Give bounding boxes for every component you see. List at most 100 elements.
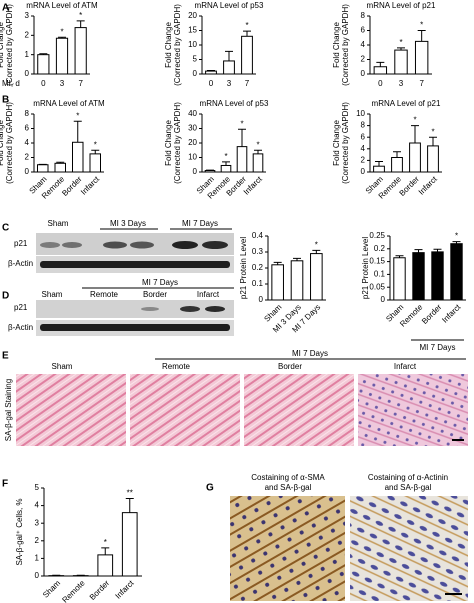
significance-label: * <box>413 116 416 125</box>
y-tick-label: 4 <box>361 144 366 153</box>
x-tick-label: 0 <box>209 79 214 88</box>
histology-image <box>244 374 354 446</box>
error-bar <box>433 248 442 252</box>
y-tick-label: 0 <box>259 295 264 304</box>
bar <box>223 60 235 75</box>
blot-row-label: p21 <box>14 239 28 248</box>
x-tick-label: Border <box>398 174 422 198</box>
y-tick-label: 8 <box>361 11 366 20</box>
caption: and SA-β-gal <box>265 483 312 492</box>
bar <box>241 35 253 75</box>
lane-label: Border <box>143 290 167 299</box>
y-tick-label: 2 <box>25 153 30 162</box>
bar <box>72 141 84 173</box>
significance-label: * <box>420 21 423 30</box>
bar <box>450 243 463 301</box>
caption: and SA-β-gal <box>385 483 432 492</box>
error-bar <box>417 30 426 42</box>
error-bar <box>393 151 401 158</box>
lane-label: Remote <box>90 290 119 299</box>
y-axis-label: SA-β-gal Staining <box>4 379 13 441</box>
y-tick-label: 0 <box>25 69 30 78</box>
y-axis-label: Fold Change <box>0 120 5 166</box>
significance-label: * <box>104 538 107 547</box>
y-axis-label: (Corrected by GAPDH) <box>5 102 14 184</box>
y-tick-label: 20 <box>188 11 197 20</box>
error-bar <box>243 30 251 37</box>
x-tick-label: Sham <box>41 578 62 599</box>
y-tick-label: 4 <box>35 501 40 510</box>
x-tick-label: 7 <box>419 79 424 88</box>
histology-image <box>16 374 126 446</box>
y-tick-label: 0.2 <box>374 244 386 253</box>
y-tick-label: 4 <box>361 40 366 49</box>
y-tick-label: 0 <box>193 167 198 176</box>
y-tick-label: 0 <box>381 295 386 304</box>
error-bar <box>397 47 405 51</box>
panel-label: E <box>2 351 9 362</box>
error-bar <box>225 50 233 61</box>
lane-label: Sham <box>42 290 63 299</box>
error-bar <box>414 249 423 253</box>
column-label: Sham <box>52 362 73 371</box>
group-label: MI 7 Days <box>142 278 178 287</box>
error-bar <box>101 547 110 555</box>
chart-title: mRNA Level of ATM <box>33 99 105 108</box>
y-tick-label: 3 <box>25 11 30 20</box>
panel-label: G <box>206 483 214 494</box>
bar <box>97 554 114 577</box>
column-label: Infarct <box>394 362 417 371</box>
y-tick-label: 5 <box>35 483 40 492</box>
y-tick-label: 0.15 <box>369 257 385 266</box>
x-tick-label: Border <box>420 302 444 326</box>
x-tick-label: 3 <box>60 79 65 88</box>
bar <box>252 153 264 173</box>
x-axis-label: MI, d <box>2 79 20 88</box>
y-tick-label: 40 <box>188 109 197 118</box>
error-bar <box>91 149 100 154</box>
y-tick-label: 0.3 <box>252 247 264 256</box>
bar <box>55 37 69 75</box>
y-tick-label: 6 <box>361 132 366 141</box>
significance-label: * <box>256 140 259 149</box>
y-tick-label: 0 <box>193 69 198 78</box>
bar <box>271 264 284 301</box>
bar <box>414 40 429 75</box>
costaining-image <box>350 496 468 601</box>
y-tick-label: 15 <box>188 26 197 35</box>
error-bar <box>429 136 437 146</box>
error-bar <box>254 149 262 154</box>
error-bar <box>293 257 301 261</box>
y-tick-label: 0.1 <box>252 279 264 288</box>
y-axis-label: p21 Protein Level <box>239 237 248 299</box>
panel-label: A <box>2 3 9 14</box>
bar <box>373 66 388 75</box>
bar <box>431 251 444 301</box>
error-bar <box>73 120 82 143</box>
y-tick-label: 0.1 <box>374 270 386 279</box>
column-label: Remote <box>162 362 191 371</box>
significance-label: * <box>431 127 434 136</box>
chart-title: mRNA Level of p53 <box>200 99 269 108</box>
y-axis-label: Fold Change <box>332 120 341 166</box>
x-tick-label: 3 <box>227 79 232 88</box>
bar <box>310 253 323 301</box>
chart-title: mRNA Level of p21 <box>372 99 441 108</box>
y-tick-label: 0.25 <box>369 231 385 240</box>
error-bar <box>452 241 461 244</box>
y-tick-label: 0 <box>35 571 40 580</box>
bar <box>204 170 216 173</box>
panel-label: B <box>2 95 9 106</box>
y-axis-label: Fold Change <box>0 22 5 68</box>
y-tick-label: 4 <box>25 138 30 147</box>
x-tick-label: Border <box>60 174 84 198</box>
significance-label: * <box>60 27 63 36</box>
x-tick-label: Infarct <box>417 174 440 197</box>
bar <box>236 146 248 173</box>
y-axis-label: Fold Change <box>164 22 173 68</box>
x-tick-label: Infarct <box>242 174 265 197</box>
y-tick-label: 2 <box>35 536 40 545</box>
error-bar <box>58 36 66 39</box>
y-tick-label: 8 <box>25 109 30 118</box>
y-axis-label: Fold Change <box>164 120 173 166</box>
